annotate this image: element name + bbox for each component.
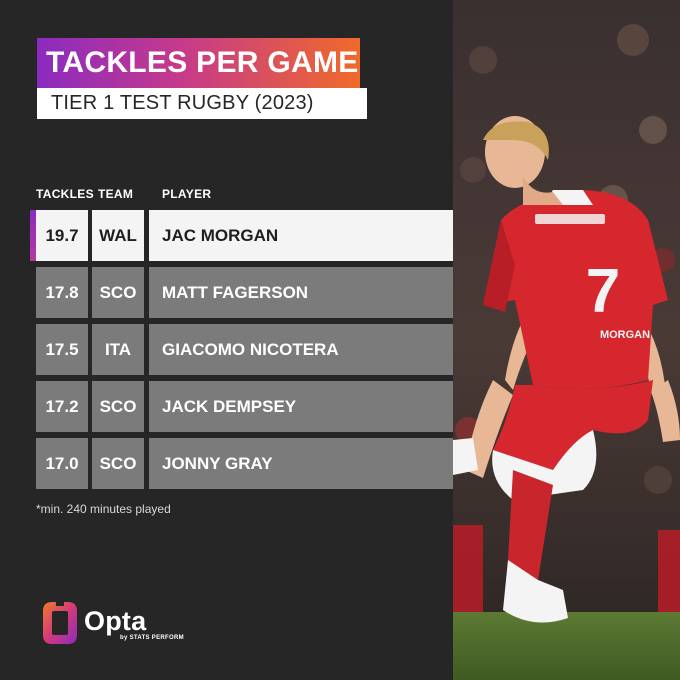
table-row: 17.0 SCO JONNY GRAY [0,438,453,489]
opta-wordmark: Opta [84,606,147,636]
team-code: SCO [92,267,144,318]
player-name: JONNY GRAY [149,438,453,489]
table-row: 17.8 SCO MATT FAGERSON [0,267,453,318]
jersey-number: 7 [586,257,620,326]
team-code: ITA [92,324,144,375]
tackles-value: 19.7 [36,210,88,261]
jersey-name: MORGAN [600,329,650,341]
player-name: GIACOMO NICOTERA [149,324,453,375]
highlight-accent-bar [30,210,36,261]
column-header-team: TEAM [98,187,134,201]
player-name: JAC MORGAN [149,210,453,261]
graphic-subtitle: TIER 1 TEST RUGBY (2023) [37,88,367,119]
team-code: WAL [92,210,144,261]
opta-byline: by STATS PERFORM [120,635,184,641]
column-header-tackles: TACKLES [36,187,94,201]
table-row: 19.7 WAL JAC MORGAN [0,210,453,261]
player-photo: 7 MORGAN [453,0,680,680]
graphic-title: TACKLES PER GAME [37,38,360,88]
tackles-value: 17.5 [36,324,88,375]
team-code: SCO [92,381,144,432]
tackles-value: 17.2 [36,381,88,432]
table-row: 17.5 ITA GIACOMO NICOTERA [0,324,453,375]
tackles-value: 17.0 [36,438,88,489]
rugby-player-image: 7 MORGAN [453,0,680,680]
column-header-player: PLAYER [162,187,212,201]
player-name: MATT FAGERSON [149,267,453,318]
tackles-value: 17.8 [36,267,88,318]
table-row: 17.2 SCO JACK DEMPSEY [0,381,453,432]
player-name: JACK DEMPSEY [149,381,453,432]
team-code: SCO [92,438,144,489]
footnote: *min. 240 minutes played [36,502,171,516]
stats-panel: TACKLES PER GAME TIER 1 TEST RUGBY (2023… [0,38,453,650]
opta-logo-icon [43,600,77,644]
opta-logo: Opta by STATS PERFORM [40,600,190,650]
